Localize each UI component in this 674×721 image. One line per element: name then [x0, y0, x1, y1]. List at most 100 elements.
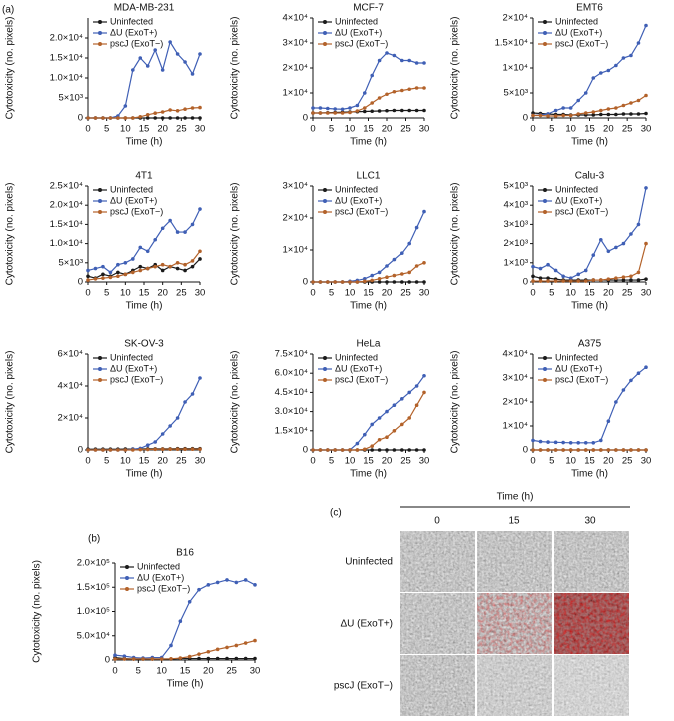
- y-tick-label: 2×10⁴: [283, 63, 308, 74]
- data-point: [584, 269, 588, 273]
- x-tick-label: 30: [641, 124, 652, 135]
- x-axis-label: Time (h): [350, 301, 387, 312]
- y-tick-label: 4×10³: [503, 200, 528, 211]
- legend-marker: [98, 188, 102, 192]
- data-point: [561, 106, 565, 110]
- data-point: [644, 24, 648, 28]
- column-label: 0: [434, 516, 440, 527]
- data-point: [116, 263, 120, 267]
- y-tick-label: 1×10⁴: [503, 63, 528, 74]
- x-tick-label: 30: [419, 124, 430, 135]
- micrograph: [400, 531, 475, 592]
- data-point: [385, 109, 389, 113]
- y-tick-label: 0: [78, 277, 83, 288]
- data-point: [554, 269, 558, 273]
- data-point: [198, 249, 202, 253]
- data-point: [378, 448, 382, 452]
- x-tick-label: 25: [622, 124, 633, 135]
- data-point: [138, 56, 142, 60]
- x-tick-label: 15: [139, 124, 150, 135]
- series-line: [88, 209, 200, 272]
- x-axis-label: Time (h): [571, 137, 608, 148]
- data-point: [599, 109, 603, 113]
- y-tick-label: 3×10⁴: [283, 38, 308, 49]
- y-tick-label: 5×10³: [58, 257, 83, 268]
- data-point: [554, 109, 558, 113]
- data-point: [183, 269, 187, 273]
- data-point: [153, 265, 157, 269]
- y-tick-label: 0: [105, 655, 110, 666]
- data-point: [415, 384, 419, 388]
- y-tick-label: 1.5×10⁴: [275, 425, 308, 436]
- data-point: [146, 443, 150, 447]
- data-point: [216, 648, 220, 652]
- data-point: [138, 115, 142, 119]
- data-point: [191, 106, 195, 110]
- x-tick-label: 25: [176, 288, 187, 299]
- data-point: [400, 280, 404, 284]
- legend-marker: [543, 31, 547, 35]
- data-point: [319, 280, 323, 284]
- y-tick-label: 6.0×10⁴: [275, 368, 308, 379]
- data-point: [176, 267, 180, 271]
- data-point: [101, 265, 105, 269]
- data-point: [554, 441, 558, 445]
- y-tick-label: 0: [303, 445, 308, 456]
- micrograph: [477, 655, 552, 716]
- y-tick-label: 1.5×10⁴: [495, 38, 528, 49]
- data-point: [622, 56, 626, 60]
- data-point: [422, 86, 426, 90]
- data-point: [415, 61, 419, 65]
- data-point: [113, 653, 117, 657]
- x-tick-label: 10: [120, 456, 131, 467]
- data-point: [253, 583, 257, 587]
- data-point: [370, 74, 374, 78]
- x-tick-label: 10: [120, 124, 131, 135]
- y-axis-label: Cytotoxicity (no. pixels): [230, 17, 241, 120]
- data-point: [176, 416, 180, 420]
- data-point: [591, 76, 595, 80]
- data-point: [539, 448, 543, 452]
- legend-marker: [543, 356, 547, 360]
- panel-label: (b): [88, 534, 100, 545]
- data-point: [311, 111, 315, 115]
- data-point: [531, 114, 535, 118]
- data-point: [591, 448, 595, 452]
- legend-marker: [125, 576, 129, 580]
- data-point: [356, 280, 360, 284]
- data-point: [138, 265, 142, 269]
- chart: HeLa01.5×10⁴3.0×10⁴4.5×10⁴6.0×10⁴7.5×10⁴…: [230, 339, 430, 480]
- x-tick-label: 20: [382, 456, 393, 467]
- data-point: [348, 111, 352, 115]
- legend-label: pscJ (ExoT−): [335, 38, 388, 48]
- legend-marker: [543, 199, 547, 203]
- legend-marker: [323, 20, 327, 24]
- data-point: [169, 657, 173, 661]
- column-label: 30: [584, 516, 596, 527]
- fluorescence: [477, 593, 552, 654]
- y-tick-label: 3.0×10⁴: [275, 406, 308, 417]
- data-point: [363, 448, 367, 452]
- data-point: [393, 280, 397, 284]
- data-point: [407, 280, 411, 284]
- data-point: [614, 64, 618, 68]
- legend-marker: [323, 367, 327, 371]
- data-point: [153, 238, 157, 242]
- data-point: [101, 276, 105, 280]
- x-tick-label: 25: [400, 288, 411, 299]
- legend-marker: [125, 565, 129, 569]
- chart-title: B16: [176, 548, 194, 559]
- grid-title: Time (h): [497, 492, 534, 503]
- legend-marker: [543, 20, 547, 24]
- x-tick-label: 30: [195, 124, 206, 135]
- y-tick-label: 2×10⁴: [503, 13, 528, 24]
- data-point: [576, 99, 580, 103]
- data-point: [407, 448, 411, 452]
- legend-label: ΔU (ExoT+): [555, 195, 602, 205]
- data-point: [400, 423, 404, 427]
- data-point: [168, 424, 172, 428]
- data-point: [637, 271, 641, 275]
